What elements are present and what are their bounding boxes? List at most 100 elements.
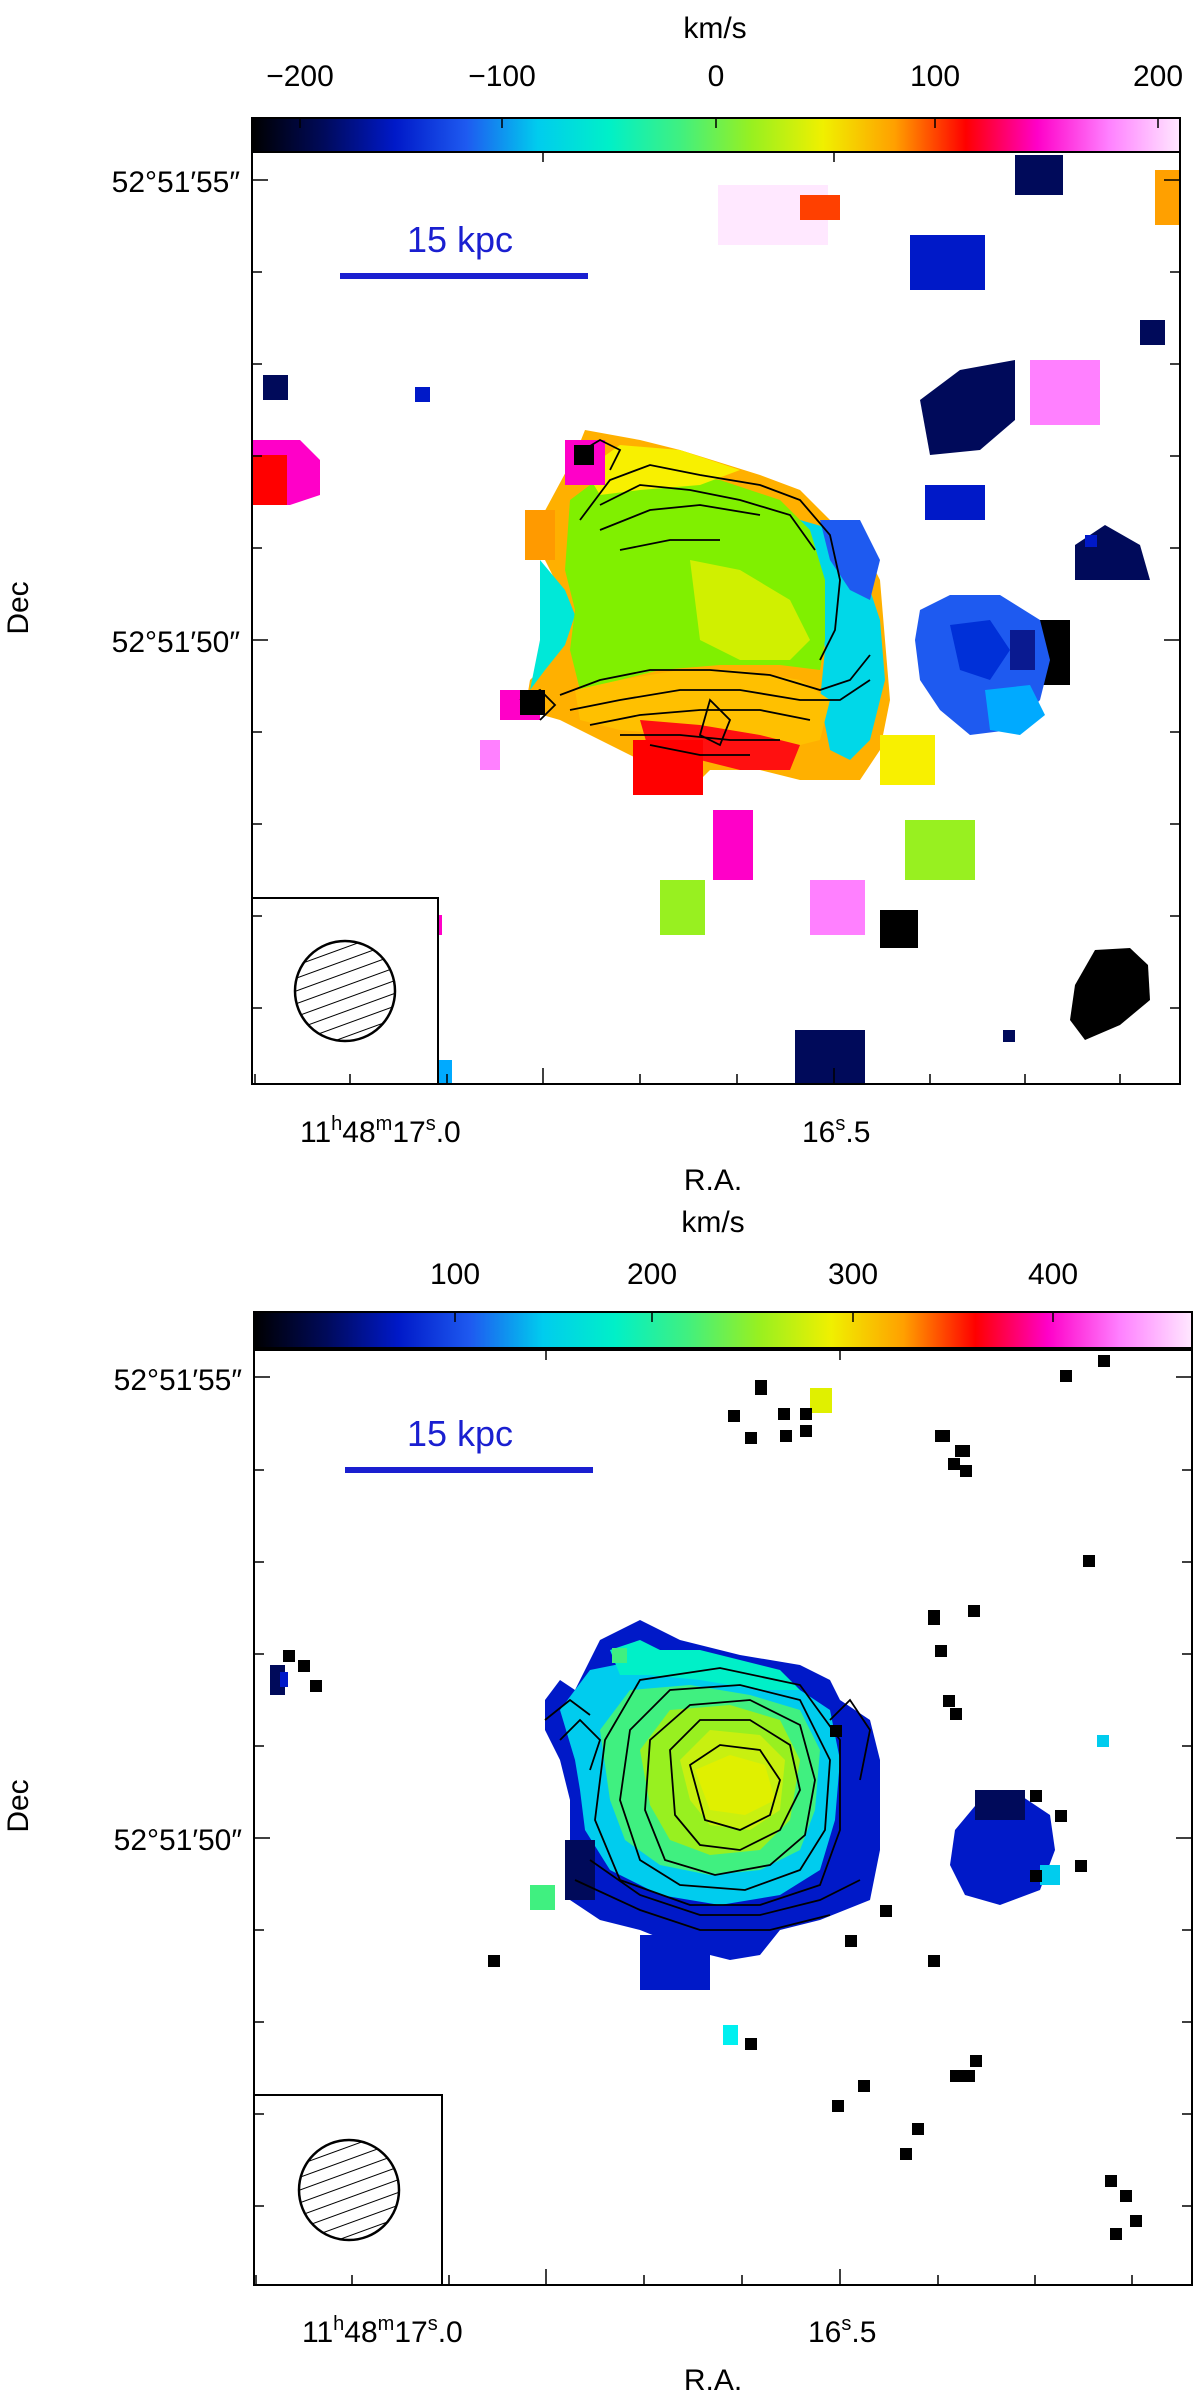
colorbar-2-ticklabels: 100 200 300 400 <box>430 1258 1078 1291</box>
scale-bar-2-label: 15 kpc <box>407 1413 513 1454</box>
feature-cyan-dot <box>723 2025 738 2045</box>
colorbar-2-unit: km/s <box>681 1206 744 1239</box>
feature-blue <box>925 485 985 520</box>
galaxy-2-cyan-north <box>610 1640 800 1690</box>
beam-inset-1 <box>251 897 439 1085</box>
colorbar-2: km/s 100 200 300 400 <box>253 1206 1193 1349</box>
companion-2-cyan <box>1040 1865 1060 1885</box>
black-blob <box>520 690 545 715</box>
feature-pink-dot <box>480 740 500 770</box>
feature-orange <box>800 195 840 220</box>
y-ticklabel-2-north: 52°51′55″ <box>114 1364 243 1397</box>
feature-cyan-dot <box>437 1060 452 1084</box>
colorbar-2-gradient <box>253 1311 1193 1349</box>
galaxy-1-yellow-north <box>585 445 740 495</box>
feature-green <box>905 820 975 880</box>
feature-navy-small <box>1140 320 1165 345</box>
colorbar-2-ticks <box>454 1312 1054 1322</box>
colorbar-1-ticklabel: −100 <box>468 60 536 93</box>
galaxy-1-orange-ne <box>525 510 555 560</box>
feature-blue-dot <box>415 387 430 402</box>
feature-pink <box>1030 360 1100 425</box>
feature-magenta <box>713 810 753 880</box>
y-ticklabel-2-south: 52°51′50″ <box>114 1824 243 1857</box>
feature-navy-dot <box>263 375 288 400</box>
feature-yellow <box>880 735 935 785</box>
feature-yellow-dot <box>810 1388 832 1413</box>
feature-green-dot <box>612 1648 627 1663</box>
black-blob <box>1070 948 1150 1040</box>
companion-1-edge <box>1010 630 1035 670</box>
feature-navy <box>795 1030 865 1084</box>
galaxy-1-east-cyan <box>530 560 575 690</box>
x-ticklabel-2-west: 16s.5 <box>808 2313 876 2349</box>
x-axis-label-2: R.A. <box>684 2364 742 2397</box>
colorbar-1-ticklabels: −200 −100 0 100 200 <box>266 60 1183 93</box>
y-axis-label-2: Dec <box>2 1779 35 1832</box>
y-axis-label-1: Dec <box>2 581 35 634</box>
colorbar-2-ticklabel: 300 <box>828 1258 878 1291</box>
scale-bar-1: 15 kpc <box>340 219 588 279</box>
velocity-map-2 <box>270 1355 1142 2240</box>
outer-features-1 <box>252 155 1180 1084</box>
companion-1-core <box>950 620 1010 680</box>
beam-ellipse-2 <box>297 2138 401 2242</box>
galaxy-2-blue-south <box>640 1935 710 1990</box>
feature-navy <box>920 360 1015 455</box>
western-companion-2 <box>950 1790 1060 1905</box>
panel-1: km/s −200 −100 0 100 200 <box>2 12 1183 1197</box>
feature-navy <box>1015 155 1063 195</box>
feature-blue <box>910 235 985 290</box>
colorbar-2-ticklabel: 200 <box>627 1258 677 1291</box>
main-galaxy-2 <box>530 1620 880 1990</box>
feature-navy <box>1075 525 1150 580</box>
y-ticklabel-1-north: 52°51′55″ <box>112 166 241 199</box>
x-ticklabel-1-west: 16s.5 <box>802 1113 870 1149</box>
colorbar-1-ticklabel: −200 <box>266 60 334 93</box>
colorbar-1-ticklabel: 200 <box>1133 60 1183 93</box>
panel-2: km/s 100 200 300 400 <box>2 1206 1193 2397</box>
contours-1 <box>519 438 871 756</box>
feature-blue-dot <box>1085 535 1097 547</box>
colorbar-2-ticklabel: 100 <box>430 1258 480 1291</box>
x-ticklabel-1-east: 11h48m17s.0 <box>300 1113 461 1149</box>
feature-navy-dot <box>1003 1030 1015 1042</box>
scale-bar-1-label: 15 kpc <box>407 219 513 260</box>
beam-ellipse-1 <box>293 939 397 1043</box>
companion-2-body <box>950 1795 1055 1905</box>
contours-2 <box>544 1667 871 1931</box>
galaxy-2-yellow-inner <box>695 1755 775 1815</box>
companion-2-navy <box>975 1790 1025 1820</box>
black-blob <box>574 445 594 465</box>
colorbar-1-ticks <box>299 118 1159 128</box>
beam-inset-2 <box>253 2094 443 2286</box>
feature-blue-dot <box>280 1672 288 1687</box>
feature-pink <box>810 880 865 935</box>
outer-features-2 <box>270 1388 1109 2045</box>
feature-cyan-dot <box>1097 1735 1109 1747</box>
feature-orange-edge <box>1155 170 1180 225</box>
velocity-map-1 <box>252 155 1180 1084</box>
feature-red <box>252 455 287 505</box>
feature-green <box>660 880 705 935</box>
y-ticklabel-1-south: 52°51′50″ <box>112 626 241 659</box>
axis-ticks-2 <box>254 1350 1192 2285</box>
x-ticklabel-2-east: 11h48m17s.0 <box>302 2313 463 2349</box>
galaxy-1-blue-west <box>820 520 880 600</box>
colorbar-1-unit: km/s <box>683 12 746 45</box>
galaxy-2-navy-se <box>565 1840 595 1900</box>
colorbar-1: km/s −200 −100 0 100 200 <box>251 12 1183 153</box>
western-companion-1 <box>915 595 1050 735</box>
galaxy-1-yellow-center <box>690 560 810 660</box>
colorbar-1-ticklabel: 100 <box>910 60 960 93</box>
axis-ticks-1 <box>252 152 1180 1084</box>
colorbar-1-ticklabel: 0 <box>708 60 725 93</box>
galaxy-2-green-edge <box>530 1885 555 1910</box>
scale-bar-2: 15 kpc <box>345 1413 593 1473</box>
black-pixels-2 <box>283 1355 1142 2240</box>
main-galaxy-1 <box>500 430 890 795</box>
colorbar-2-ticklabel: 400 <box>1028 1258 1078 1291</box>
companion-1-cyan <box>985 685 1045 735</box>
x-axis-label-1: R.A. <box>684 1164 742 1197</box>
